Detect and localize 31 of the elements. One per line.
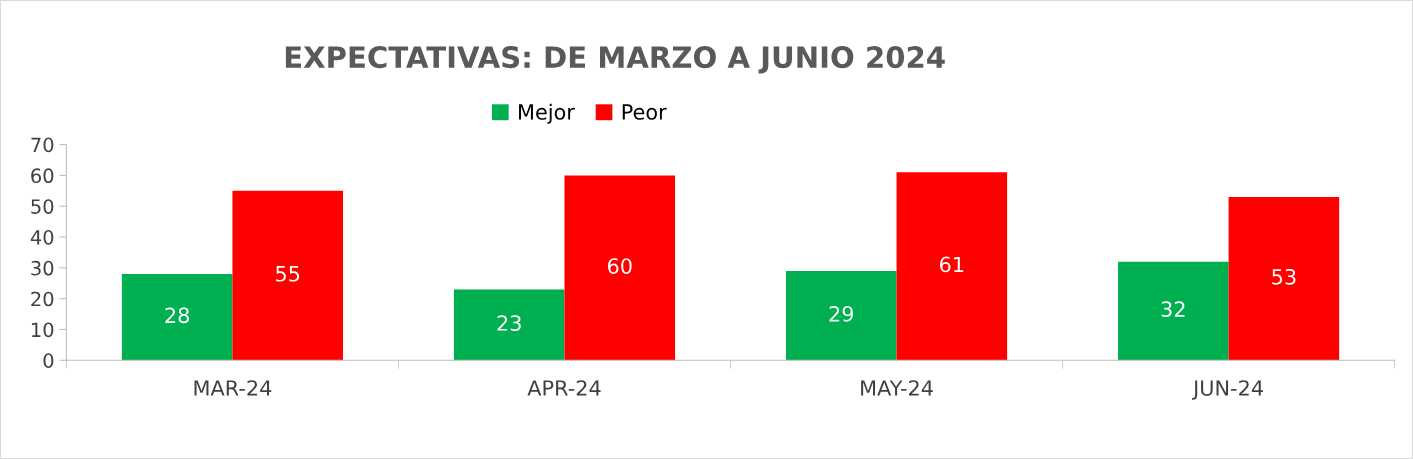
x-tick-label: MAY-24: [861, 380, 933, 396]
bar: [1118, 261, 1229, 361]
y-tick-label: 50: [31, 199, 54, 214]
bar: [564, 175, 676, 361]
data-label: 53: [1272, 268, 1296, 285]
data-label: 61: [940, 256, 964, 273]
y-tick-label: 70: [31, 137, 54, 153]
x-tick-label: APR-24: [527, 380, 601, 396]
data-label: 23: [497, 315, 521, 331]
data-label: 32: [1161, 301, 1185, 318]
y-tick-label: 20: [31, 291, 54, 307]
bar: [121, 274, 233, 361]
y-tick-label: 40: [30, 230, 54, 245]
bar: [453, 289, 565, 361]
bar: [785, 270, 897, 361]
y-tick-label: 60: [31, 168, 54, 184]
y-tick-label: 30: [31, 260, 54, 276]
y-tick-label: 0: [43, 353, 54, 368]
bar: [896, 172, 1008, 361]
legend-label: Peor: [622, 104, 667, 120]
data-label: 28: [165, 307, 189, 324]
legend-label: Mejor: [519, 103, 575, 124]
data-label: 55: [276, 266, 300, 282]
bar: [232, 190, 344, 361]
x-tick-label: MAR-24: [194, 380, 272, 396]
data-label: 29: [829, 305, 854, 322]
bar: [1228, 196, 1340, 361]
y-tick-label: 10: [32, 322, 54, 338]
chart-title: EXPECTATIVAS: DE MARZO A JUNIO 2024: [285, 46, 945, 74]
data-label: 60: [607, 258, 632, 274]
x-tick-label: JUN-24: [1192, 380, 1263, 400]
